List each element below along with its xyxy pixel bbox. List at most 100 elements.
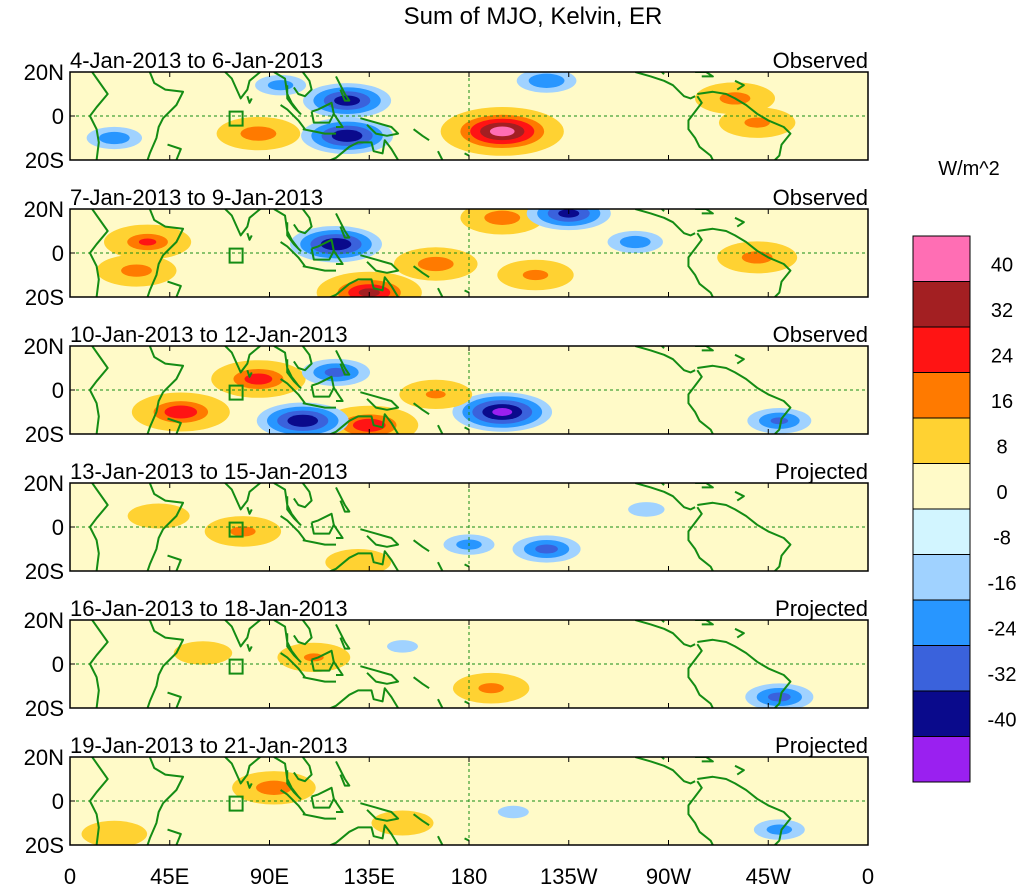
coastline [734,764,745,776]
panel-5: 20N 0 20S 16-Jan-2013 to 18-Jan-2013 Project… [24,596,869,721]
coastline [695,72,714,78]
x-tick-label: 90E [250,864,289,889]
panel-5-date-range: 16-Jan-2013 to 18-Jan-2013 [70,596,348,621]
x-tick-label: 90W [646,864,691,889]
panel-4: 20N 0 20S 13-Jan-2013 to 15-Jan-2013 Project… [24,459,869,584]
contour-level [528,73,565,88]
coastline [167,554,182,571]
coastline [302,676,336,683]
y-tick-label: 20N [24,471,64,496]
coastline [328,413,399,434]
colorbar-tick-label: 40 [991,255,1013,277]
coastline [360,665,400,685]
coastline [167,828,182,845]
colorbar-tick-label: -40 [988,710,1017,732]
contour-level [425,390,446,399]
x-tick-label: 0 [64,864,76,889]
reference-box [228,795,244,812]
y-tick-label: 20N [24,334,64,359]
coastline [335,760,351,787]
y-tick-label: 0 [52,515,64,540]
panel-4-coastlines [88,483,792,571]
coastline [167,417,182,434]
coastline [697,501,792,571]
panel-4-date-range: 13-Jan-2013 to 15-Jan-2013 [70,459,348,484]
contour-level [417,256,454,272]
contour-level [535,544,558,554]
coastline [302,128,336,135]
coastline [280,652,306,678]
anomaly-3-7 [747,408,812,434]
coastline [464,426,470,431]
reference-box [228,521,244,538]
coastline [332,661,344,676]
coastline [412,676,430,690]
reference-box [228,384,244,401]
chart-title: Sum of MJO, Kelvin, ER [404,3,663,30]
anomaly-3-8 [399,379,473,409]
coastline [695,620,714,626]
panel-6-coastlines [88,757,792,845]
panel-5-status: Projected [775,596,868,621]
coastline [437,561,444,571]
y-tick-label: 0 [52,104,64,129]
coastline [223,72,262,100]
panel-2: 20N 0 20S 7-Jan-2013 to 9-Jan-2013 Observed [24,185,869,310]
contour-level [492,408,513,416]
coastline [697,638,792,708]
colorbar-box [912,554,971,601]
coastline [464,837,470,842]
coastline [437,424,444,434]
coastline [328,687,399,708]
contour-level [497,805,529,819]
coastline [335,623,351,650]
x-tick-label: 45E [150,864,189,889]
coastline [332,798,344,813]
colorbar-box [912,281,971,328]
colorbar-labels: 40 32 24 16 8 0 -8 -16 -24 -32 -40 [988,255,1017,732]
coastline [246,369,253,378]
contour-level [387,816,418,830]
coastline [280,515,306,541]
colorbar-box [912,326,971,373]
colorbar-box [912,599,971,646]
anomaly-3-1 [211,360,306,398]
coastline [223,346,262,374]
anomaly-2-9 [526,209,611,231]
coastline [335,486,351,513]
coastline [687,506,714,571]
contour-level [352,418,386,432]
anomaly-4-5 [628,502,665,517]
anomaly-2-4 [393,247,478,281]
coastline [146,209,185,297]
panel-3-coastlines [88,346,792,434]
anomaly-5-2 [452,672,530,704]
y-tick-label: 20S [25,422,64,447]
panel-4-status: Projected [775,459,868,484]
panel-5-coastlines [88,620,792,708]
y-tick-label: 0 [52,789,64,814]
anomaly-2-2 [96,254,177,287]
coastline [360,254,400,274]
contour-level [478,683,504,694]
coastline [328,824,399,845]
coastline [412,539,430,553]
coastline [223,483,262,511]
coastline [273,209,302,252]
coastline [697,364,792,434]
coastline [302,813,336,820]
panel-6-field [81,757,805,845]
y-tick-label: 20S [25,833,64,858]
colorbar-box [912,235,971,282]
contour-level [331,129,363,142]
contour-level [628,502,665,517]
contour-level [489,126,515,137]
panel-3-status: Observed [773,322,868,347]
contour-level [164,405,198,419]
coastline [273,72,302,115]
reference-box [228,110,244,127]
panel-2-status: Observed [773,185,868,210]
contour-level [484,210,521,225]
contour-level [240,126,277,141]
coastline [360,802,400,822]
